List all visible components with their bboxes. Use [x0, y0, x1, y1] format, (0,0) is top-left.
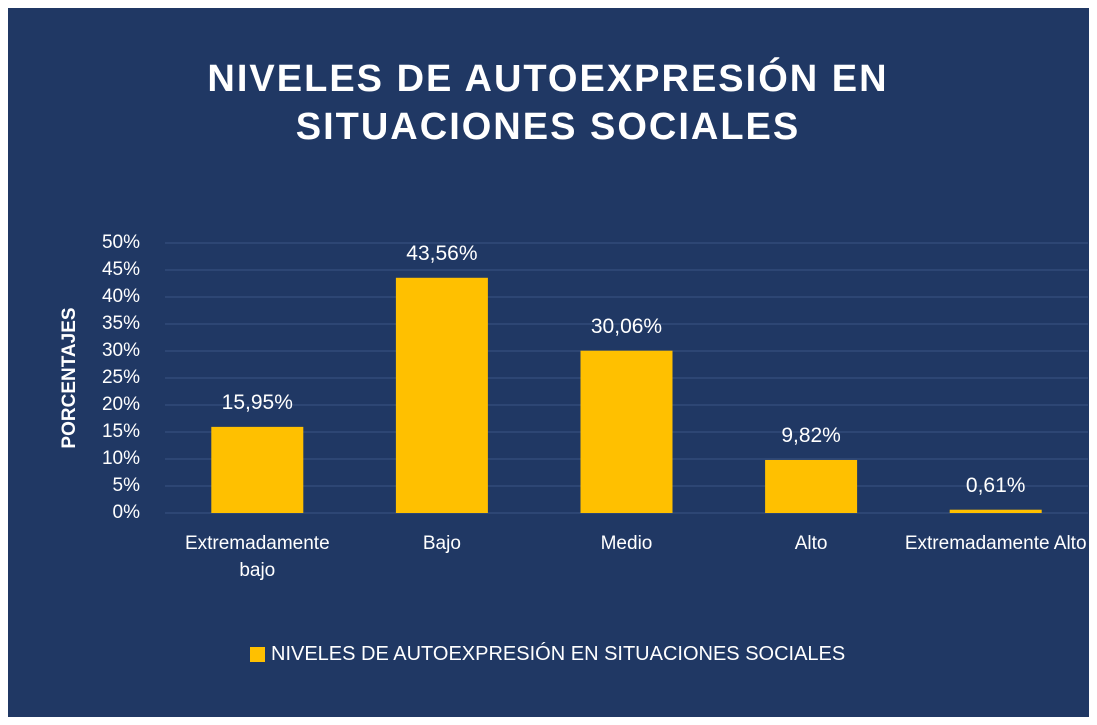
chart-title: NIVELES DE AUTOEXPRESIÓN EN SITUACIONES …: [207, 58, 889, 148]
chart-background: [8, 8, 1089, 717]
legend-swatch: [250, 647, 265, 662]
y-tick-label: 5%: [112, 475, 140, 496]
y-tick-label: 40%: [101, 286, 140, 307]
x-tick-label: Bajo: [422, 533, 461, 554]
x-tick-label: Alto: [794, 533, 828, 554]
data-label: 9,82%: [781, 423, 841, 447]
bar: [395, 277, 488, 513]
bar: [949, 509, 1042, 513]
x-tick-label: Extremadamente bajo: [184, 533, 330, 581]
legend-label: NIVELES DE AUTOEXPRESIÓN EN SITUACIONES …: [271, 643, 846, 665]
y-tick-label: 10%: [101, 448, 140, 469]
y-axis-title: PORCENTAJES: [59, 307, 80, 449]
y-tick-label: 35%: [101, 313, 140, 334]
y-tick-label: 25%: [101, 367, 140, 388]
bar: [211, 426, 304, 513]
x-tick-label: Extremadamente Alto: [904, 533, 1087, 554]
data-label: 43,56%: [406, 241, 478, 265]
y-tick-label: 50%: [101, 232, 140, 253]
data-label: 0,61%: [965, 473, 1026, 497]
data-label: 15,95%: [221, 390, 293, 414]
bar: [580, 350, 673, 513]
x-tick-label: Medio: [600, 533, 653, 554]
bar: [765, 459, 858, 513]
y-tick-label: 0%: [112, 502, 140, 523]
y-tick-label: 20%: [101, 394, 140, 415]
data-label: 30,06%: [590, 314, 663, 338]
y-tick-label: 15%: [101, 421, 140, 442]
y-tick-label: 30%: [101, 340, 140, 361]
y-tick-label: 45%: [101, 259, 140, 280]
